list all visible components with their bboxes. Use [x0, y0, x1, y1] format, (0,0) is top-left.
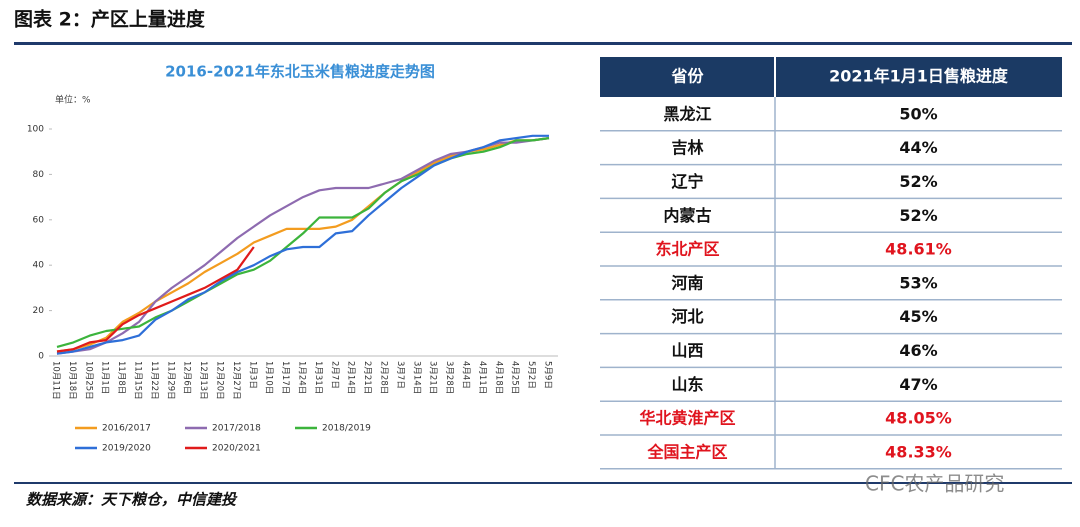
table-cell: 48.61% — [885, 240, 952, 259]
legend-label: 2019/2020 — [102, 444, 151, 454]
x-tick-label: 3月7日 — [395, 361, 405, 389]
bottom-rule — [14, 482, 1072, 484]
x-tick-label: 1月24日 — [297, 361, 307, 394]
table-cell: 东北产区 — [655, 240, 719, 259]
table-cell: 48.05% — [885, 409, 952, 428]
source: 数据来源：天下粮仓，中信建投 — [26, 491, 238, 509]
column-header: 省份 — [670, 67, 704, 86]
y-tick-label: 60 — [33, 215, 45, 225]
table-cell: 48.33% — [885, 442, 952, 461]
legend-label: 2018/2019 — [322, 424, 371, 434]
x-tick-label: 12月6日 — [182, 361, 192, 394]
x-tick-label: 3月14日 — [411, 361, 421, 394]
table-cell: 黑龙江 — [663, 104, 711, 123]
x-tick-label: 11月15日 — [133, 361, 143, 400]
table-cell: 53% — [899, 273, 937, 292]
x-tick-label: 5月2日 — [526, 361, 536, 389]
table-cell: 辽宁 — [671, 172, 703, 191]
column-header: 2021年1月1日售粮进度 — [829, 67, 1009, 86]
table-cell: 山西 — [671, 341, 703, 360]
x-tick-label: 4月4日 — [461, 361, 471, 389]
y-tick-label: 100 — [27, 125, 44, 135]
table-cell: 全国主产区 — [646, 442, 727, 461]
x-tick-label: 1月31日 — [313, 361, 323, 394]
x-tick-label: 11月29日 — [165, 361, 175, 400]
x-tick-label: 3月21日 — [428, 361, 438, 394]
x-tick-label: 11月8日 — [116, 361, 126, 394]
y-tick-label: 20 — [33, 306, 45, 316]
legend-label: 2016/2017 — [102, 424, 151, 434]
series-line — [56, 134, 549, 355]
table-cell: 52% — [899, 172, 937, 191]
table-cell: 河北 — [671, 307, 703, 326]
x-tick-label: 5月9日 — [543, 361, 553, 389]
table-cell: 50% — [899, 104, 937, 123]
table-cell: 华北黄淮产区 — [639, 409, 735, 428]
x-tick-label: 12月27日 — [231, 361, 241, 400]
series-line — [56, 137, 550, 348]
x-tick-label: 4月11日 — [477, 361, 487, 394]
x-tick-label: 2月14日 — [346, 361, 356, 394]
x-tick-label: 12月20日 — [215, 361, 225, 400]
x-tick-label: 2月21日 — [362, 361, 372, 394]
x-tick-label: 2月7日 — [329, 361, 339, 389]
series-line — [56, 246, 255, 353]
x-tick-label: 1月10日 — [264, 361, 274, 394]
x-tick-label: 10月11日 — [51, 361, 61, 400]
y-tick-label: 0 — [38, 352, 44, 362]
watermark: CFC农产品研究 — [865, 472, 1004, 496]
table-cell: 52% — [899, 206, 937, 225]
x-tick-label: 2月28日 — [379, 361, 389, 394]
x-tick-label: 12月13日 — [198, 361, 208, 400]
table-cell: 吉林 — [671, 138, 703, 157]
legend-label: 2017/2018 — [212, 424, 261, 434]
table-cell: 山东 — [671, 375, 703, 394]
y-tick-label: 40 — [33, 261, 45, 271]
table-cell: 45% — [899, 307, 937, 326]
chart-title: 2016-2021年东北玉米售粮进度走势图 — [165, 63, 435, 81]
table-cell: 河南 — [671, 273, 703, 292]
y-tick-label: 80 — [33, 170, 45, 180]
x-tick-label: 3月28日 — [444, 361, 454, 394]
x-tick-label: 10月25日 — [83, 361, 93, 400]
top-rule — [14, 42, 1072, 45]
x-tick-label: 4月25日 — [510, 361, 520, 394]
x-tick-label: 4月18日 — [493, 361, 503, 394]
x-tick-label: 1月17日 — [280, 361, 290, 394]
table-cell: 46% — [899, 341, 937, 360]
unit-label: 单位：% — [55, 94, 91, 106]
x-tick-label: 11月22日 — [149, 361, 159, 400]
table-cell: 47% — [899, 375, 937, 394]
figure-title: 图表 2：产区上量进度 — [14, 8, 206, 31]
chart: 0 20 40 60 80 100 10月11日 10月18日 10月25日 11月1日 11月8日… — [27, 125, 553, 454]
x-tick-label: 10月18日 — [67, 361, 77, 400]
table-cell: 44% — [899, 138, 937, 157]
table-header-bg — [600, 57, 1062, 97]
legend-label: 2020/2021 — [212, 444, 261, 454]
x-tick-label: 1月3日 — [247, 361, 257, 389]
x-tick-label: 11月1日 — [100, 361, 110, 394]
table-cell: 内蒙古 — [663, 206, 711, 225]
